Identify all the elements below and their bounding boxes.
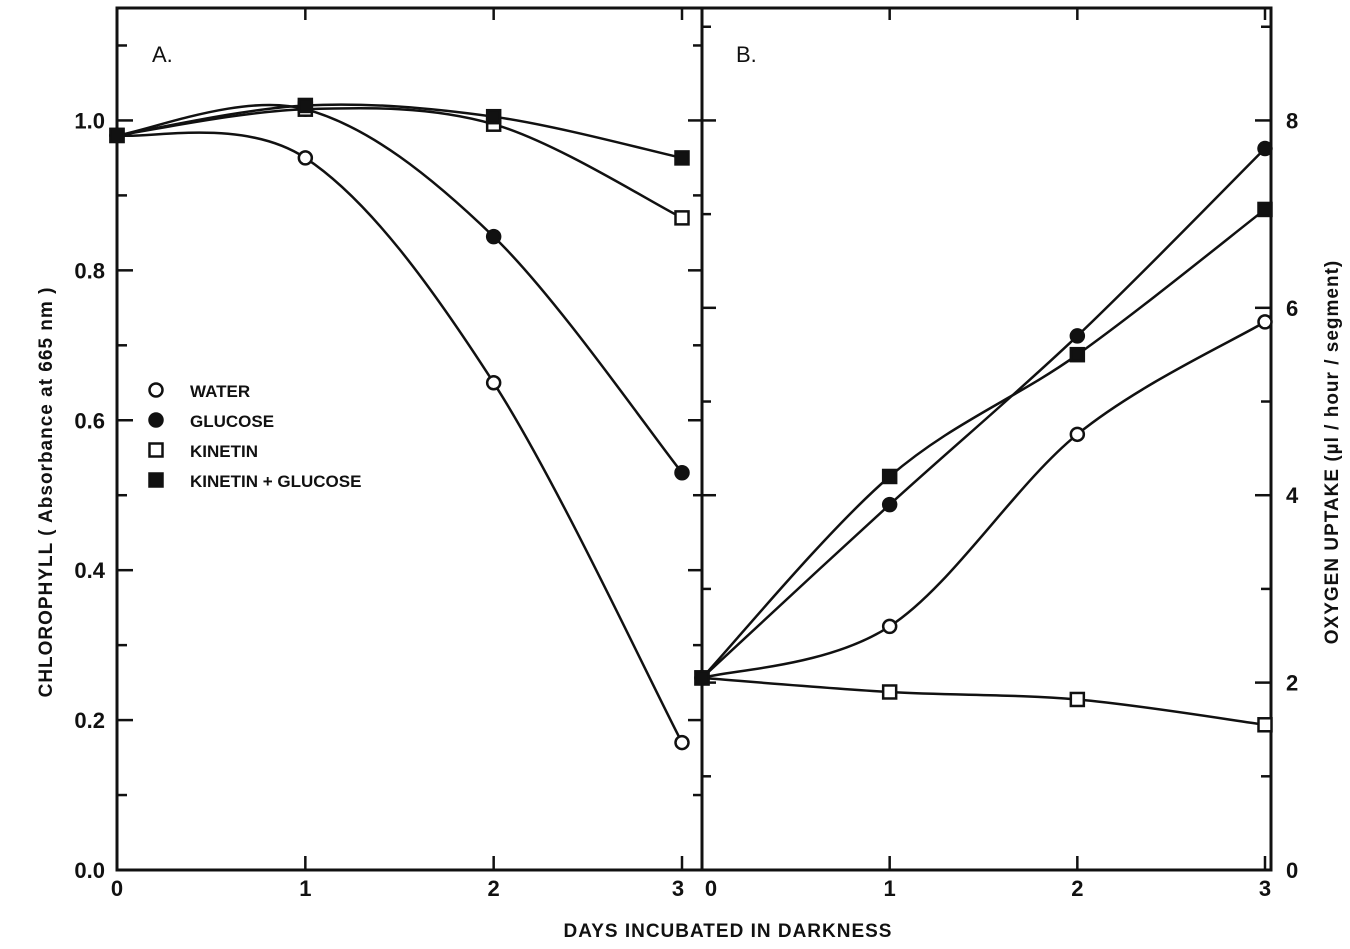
x-tick-label-b: 1 [884,876,896,901]
point-b-glucose [881,496,898,513]
y-tick-label-a: 0.8 [74,258,105,283]
point-a-glucose [485,228,502,245]
y-tick-label-a: 0.2 [74,708,105,733]
point-a-kinetin [674,210,690,226]
point-a-kinetin-glucose [297,97,314,114]
x-tick-label-a: 1 [299,876,311,901]
point-b-kinetin [881,684,898,700]
series-line-a-kinetin-glucose [116,103,683,160]
legend-marker-kinetin [148,442,164,458]
y-tick-label-b: 0 [1286,858,1298,883]
y-axis-title-left: CHLOROPHYLL ( Absorbance at 665 nm ) [36,287,57,698]
point-b-kinetin-glucose [881,468,898,485]
point-a-glucose [674,464,690,481]
series-line-a-water [116,131,684,744]
legend-marker-water [148,382,164,398]
legend-label-kinetin-glucose: KINETIN + GLUCOSE [190,472,361,491]
x-tick-label-b: 3 [1259,876,1271,901]
legend-label-glucose: GLUCOSE [190,412,274,431]
point-b-kinetin [1257,717,1273,733]
point-a-water [297,150,314,166]
legend: WATER GLUCOSE KINETIN KINETIN + GLUCOSE [148,382,361,491]
series-lines-layer [116,103,1266,744]
y-tick-label-b: 2 [1286,671,1298,696]
y-tick-label-b: 8 [1286,108,1298,133]
series-line-b-kinetin-glucose [701,208,1266,679]
y-tick-label-a: 1.0 [74,108,105,133]
legend-marker-glucose [148,412,164,428]
y-tick-label-b: 6 [1286,296,1298,321]
series-line-b-kinetin [701,676,1266,727]
point-a-water [485,375,502,391]
point-b-kinetin-glucose [1257,201,1273,218]
legend-marker-kinetin-glucose [148,472,164,488]
series-line-b-glucose [701,147,1266,679]
legend-label-water: WATER [190,382,250,401]
y-tick-label-b: 4 [1286,483,1299,508]
y-tick-label-a: 0.6 [74,408,105,433]
x-tick-label-b: 2 [1071,876,1083,901]
y-tick-label-a: 0.4 [74,558,105,583]
series-line-b-water [701,320,1266,680]
point-b-glucose [1069,328,1086,344]
point-b-glucose [1257,140,1273,157]
plot-frame [115,6,1273,872]
text-layer: A. B. DAYS INCUBATED IN DARKNESS CHLOROP… [36,42,1343,942]
point-b-kinetin [1069,691,1086,708]
point-b-water [1069,426,1086,443]
series-line-a-glucose [116,103,683,474]
x-tick-label-a: 3 [672,876,684,901]
point-b-kinetin-glucose [1069,346,1086,363]
x-tick-label-b: 0 [705,876,717,901]
point-b-kinetin-glucose [694,670,710,686]
point-a-kinetin-glucose [109,127,125,144]
legend-label-kinetin: KINETIN [190,442,258,461]
y-axis-title-right: OXYGEN UPTAKE (µl / hour / segment) [1322,260,1343,644]
panel-a-label: A. [152,42,173,67]
y-tick-label-a: 0.0 [74,858,105,883]
markers-layer [109,97,1273,751]
x-axis-title: DAYS INCUBATED IN DARKNESS [564,921,893,942]
series-line-a-kinetin [116,106,683,219]
point-a-kinetin-glucose [485,108,502,125]
point-b-water [881,618,898,635]
x-tick-label-a: 2 [488,876,500,901]
point-a-kinetin-glucose [674,150,690,166]
x-tick-label-a: 0 [111,876,123,901]
axes-layer [115,6,1273,872]
panel-b-label: B. [736,42,757,67]
point-a-water [674,734,690,751]
point-b-water [1257,314,1273,330]
